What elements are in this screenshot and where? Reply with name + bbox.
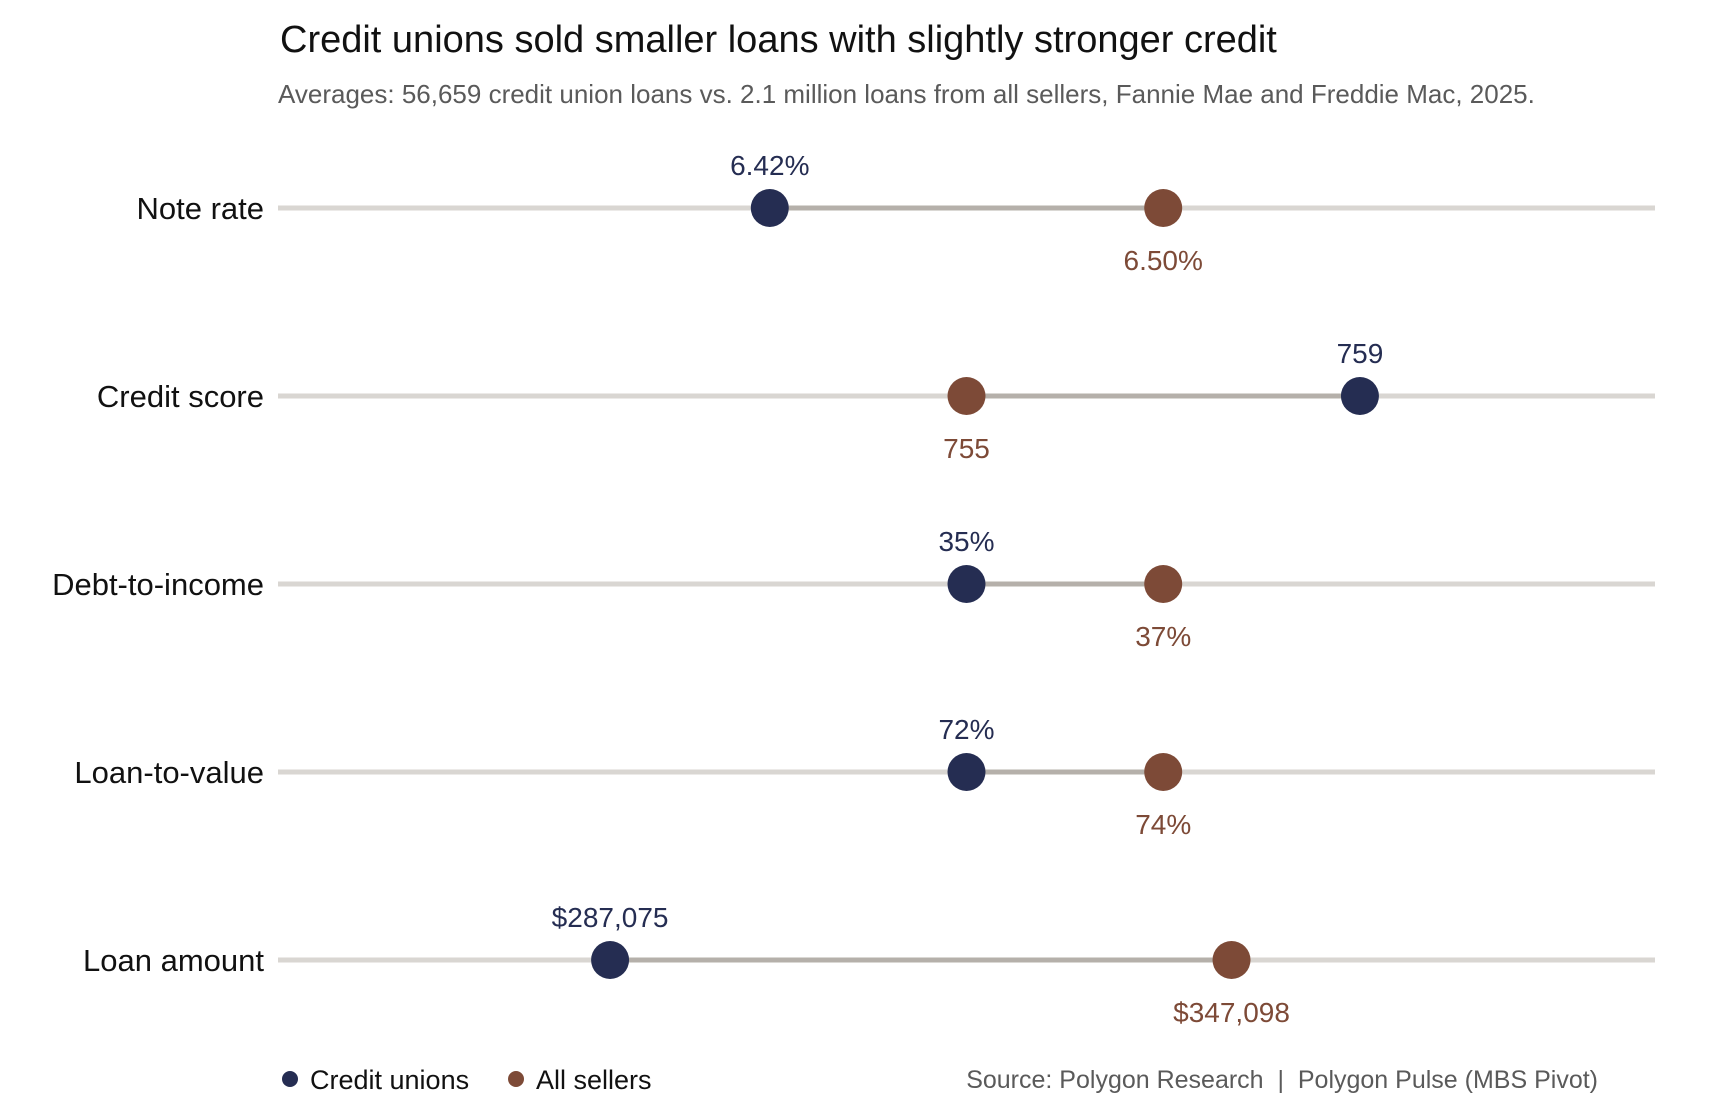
value-label-credit-unions-debt-to-income: 35% [938,526,994,557]
dot-all-sellers-loan-amount [1212,941,1251,979]
value-label-credit-unions-credit-score: 759 [1337,338,1384,369]
chart-subtitle: Averages: 56,659 credit union loans vs. … [278,79,1535,109]
dot-all-sellers-credit-score [947,377,986,415]
dot-all-sellers-debt-to-income [1144,565,1183,603]
value-label-all-sellers-loan-to-value: 74% [1135,809,1191,840]
value-label-credit-unions-loan-amount: $287,075 [552,902,669,933]
dot-credit-unions-loan-amount [591,941,630,979]
value-label-all-sellers-credit-score: 755 [943,433,990,464]
source-note: Source: Polygon Research | Polygon Pulse… [966,1066,1598,1094]
dot-all-sellers-note-rate [1144,189,1183,227]
legend-swatch-all-sellers [508,1071,524,1087]
dot-credit-unions-credit-score [1340,377,1379,415]
value-label-credit-unions-note-rate: 6.42% [730,150,809,181]
value-label-credit-unions-loan-to-value: 72% [938,714,994,745]
row-label-debt-to-income: Debt-to-income [52,567,264,602]
chart-rows: Note rate 6.42% 6.50% Credit score 759 755 Deb… [52,150,1655,1028]
legend-label-credit-unions: Credit unions [310,1065,469,1095]
chart-title: Credit unions sold smaller loans with sl… [280,19,1277,61]
value-label-all-sellers-debt-to-income: 37% [1135,621,1191,652]
row-label-loan-amount: Loan amount [83,943,264,978]
row-label-credit-score: Credit score [97,379,264,414]
row-label-note-rate: Note rate [136,191,264,226]
dot-credit-unions-loan-to-value [947,753,986,791]
value-label-all-sellers-note-rate: 6.50% [1124,245,1203,276]
legend: Credit unions All sellers [282,1065,652,1095]
value-label-all-sellers-loan-amount: $347,098 [1173,997,1290,1028]
legend-label-all-sellers: All sellers [536,1065,652,1095]
legend-swatch-credit-unions [282,1071,298,1087]
dot-credit-unions-debt-to-income [947,565,986,603]
dot-all-sellers-loan-to-value [1144,753,1183,791]
dot-credit-unions-note-rate [750,189,789,227]
row-label-loan-to-value: Loan-to-value [74,755,264,790]
